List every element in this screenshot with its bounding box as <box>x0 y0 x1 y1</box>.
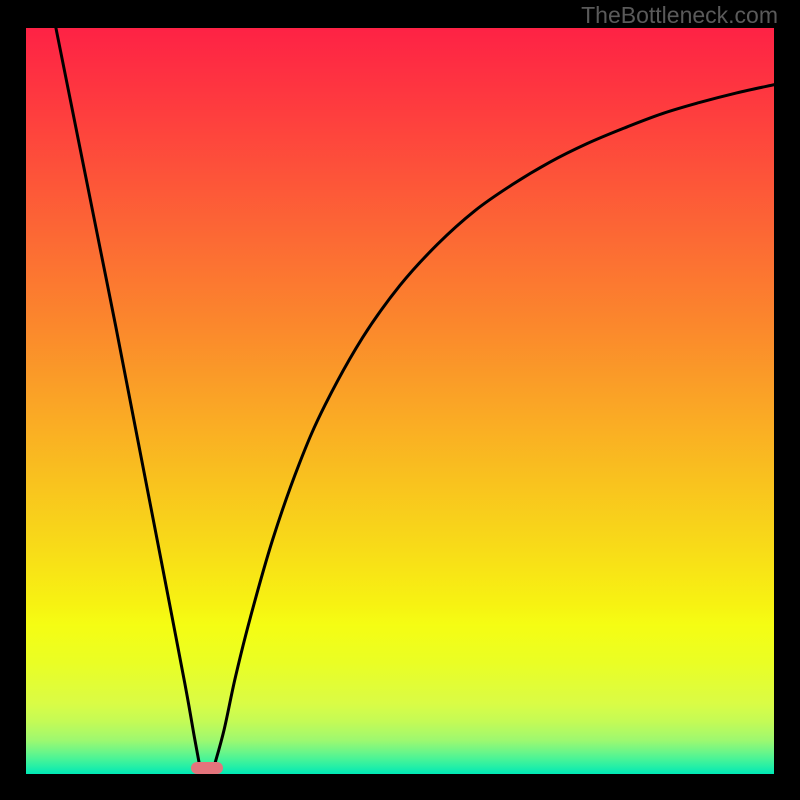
bottleneck-curve <box>26 28 774 774</box>
minimum-marker <box>191 762 222 774</box>
chart-container: TheBottleneck.com <box>0 0 800 800</box>
plot-area <box>26 28 774 774</box>
plot-outer-frame <box>0 0 800 800</box>
watermark-text: TheBottleneck.com <box>581 2 778 29</box>
